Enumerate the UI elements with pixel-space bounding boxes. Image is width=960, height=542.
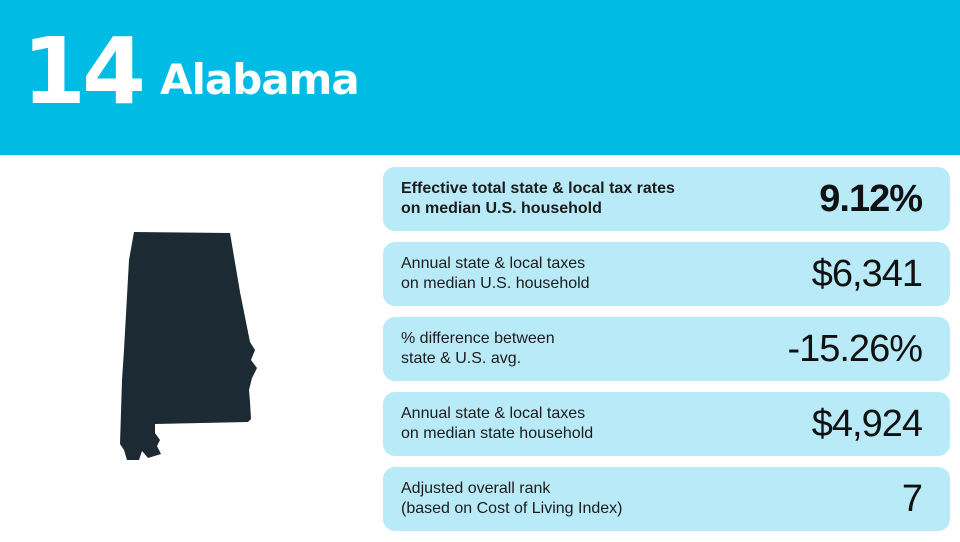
state-title: Alabama — [160, 55, 360, 104]
stat-label-line2: on median U.S. household — [401, 275, 590, 292]
stat-label-line1: Annual state & local taxes — [401, 405, 586, 422]
stat-label-line2: on median U.S. household — [401, 200, 602, 217]
alabama-state-map-icon — [120, 232, 257, 460]
stat-value: -15.26% — [787, 328, 923, 370]
stat-card-annual-taxes-us: Annual state & local taxes on median U.S… — [383, 242, 950, 306]
stat-label: Effective total state & local tax rates … — [401, 179, 731, 219]
stat-label-line1: % difference between — [401, 330, 555, 347]
header-banner: 14 Alabama — [0, 0, 960, 155]
stat-card-adjusted-rank: Adjusted overall rank (based on Cost of … — [383, 467, 950, 531]
stat-value: $6,341 — [811, 253, 923, 295]
rank-number: 14 — [22, 18, 146, 125]
stat-value: 7 — [901, 478, 923, 520]
stat-label: Annual state & local taxes on median U.S… — [401, 254, 731, 294]
stat-card-effective-tax-rate: Effective total state & local tax rates … — [383, 167, 950, 231]
stat-label-line1: Annual state & local taxes — [401, 255, 586, 272]
stat-value: $4,924 — [811, 403, 923, 445]
stat-label-line1: Effective total state & local tax rates — [401, 180, 675, 197]
stat-card-percent-difference: % difference between state & U.S. avg. -… — [383, 317, 950, 381]
stat-label-line1: Adjusted overall rank — [401, 480, 551, 497]
stat-label-line2: on median state household — [401, 425, 594, 442]
stat-value: 9.12% — [819, 178, 923, 220]
state-shape — [120, 232, 257, 460]
stat-card-annual-taxes-state: Annual state & local taxes on median sta… — [383, 392, 950, 456]
stat-label-line2: (based on Cost of Living Index) — [401, 500, 623, 517]
stats-list: Effective total state & local tax rates … — [383, 167, 950, 542]
stat-label-line2: state & U.S. avg. — [401, 350, 522, 367]
stat-label: Annual state & local taxes on median sta… — [401, 404, 731, 444]
stat-label: Adjusted overall rank (based on Cost of … — [401, 479, 731, 519]
stat-label: % difference between state & U.S. avg. — [401, 329, 731, 369]
